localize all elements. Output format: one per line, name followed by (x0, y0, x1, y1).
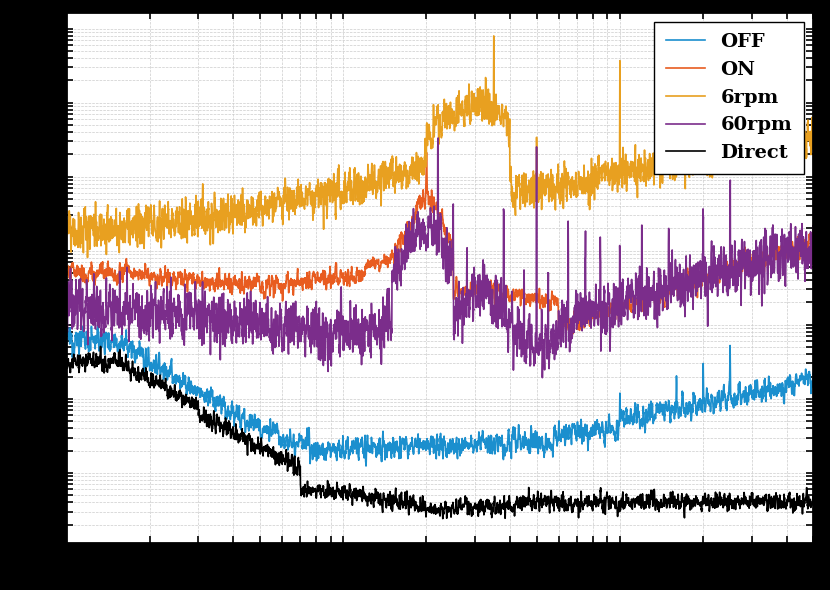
6rpm (375, 166, 385, 173)
Direct (808, 500, 818, 507)
60rpm (537, 374, 547, 381)
60rpm (61, 291, 71, 299)
60rpm (808, 239, 818, 246)
Direct (437, 515, 447, 522)
60rpm (381, 323, 391, 330)
ON (554, 332, 564, 339)
OFF (61, 337, 71, 344)
ON (604, 303, 614, 310)
OFF (749, 389, 759, 396)
60rpm (749, 273, 759, 280)
Direct (749, 497, 759, 504)
ON (808, 238, 818, 245)
6rpm (808, 136, 818, 143)
ON (417, 197, 427, 204)
Line: Direct: Direct (66, 346, 813, 519)
Direct (417, 504, 427, 512)
6rpm (61, 232, 71, 239)
6rpm (82, 254, 92, 261)
OFF (604, 415, 614, 422)
6rpm (417, 159, 427, 166)
6rpm (786, 116, 796, 123)
Direct (375, 490, 385, 497)
ON (381, 257, 391, 264)
60rpm (786, 220, 796, 227)
60rpm (375, 316, 385, 323)
Direct (61, 358, 71, 365)
6rpm (382, 163, 392, 171)
Line: 60rpm: 60rpm (66, 138, 813, 378)
Direct (382, 504, 392, 512)
ON (422, 149, 432, 156)
6rpm (604, 182, 614, 189)
Direct (786, 503, 796, 510)
OFF (382, 450, 392, 457)
6rpm (749, 127, 759, 135)
60rpm (433, 135, 443, 142)
Direct (95, 343, 105, 350)
Line: ON: ON (66, 152, 813, 336)
ON (749, 250, 759, 257)
OFF (376, 442, 386, 450)
OFF (808, 370, 818, 377)
OFF (93, 320, 103, 327)
OFF (417, 444, 427, 451)
60rpm (604, 290, 614, 297)
OFF (786, 381, 796, 388)
Direct (604, 494, 614, 501)
ON (375, 264, 385, 271)
ON (786, 245, 796, 253)
6rpm (489, 32, 499, 40)
Line: 6rpm: 6rpm (66, 36, 813, 257)
Legend: OFF, ON, 6rpm, 60rpm, Direct: OFF, ON, 6rpm, 60rpm, Direct (654, 21, 803, 173)
OFF (361, 463, 371, 470)
ON (61, 269, 71, 276)
60rpm (417, 228, 427, 235)
Line: OFF: OFF (66, 323, 813, 466)
